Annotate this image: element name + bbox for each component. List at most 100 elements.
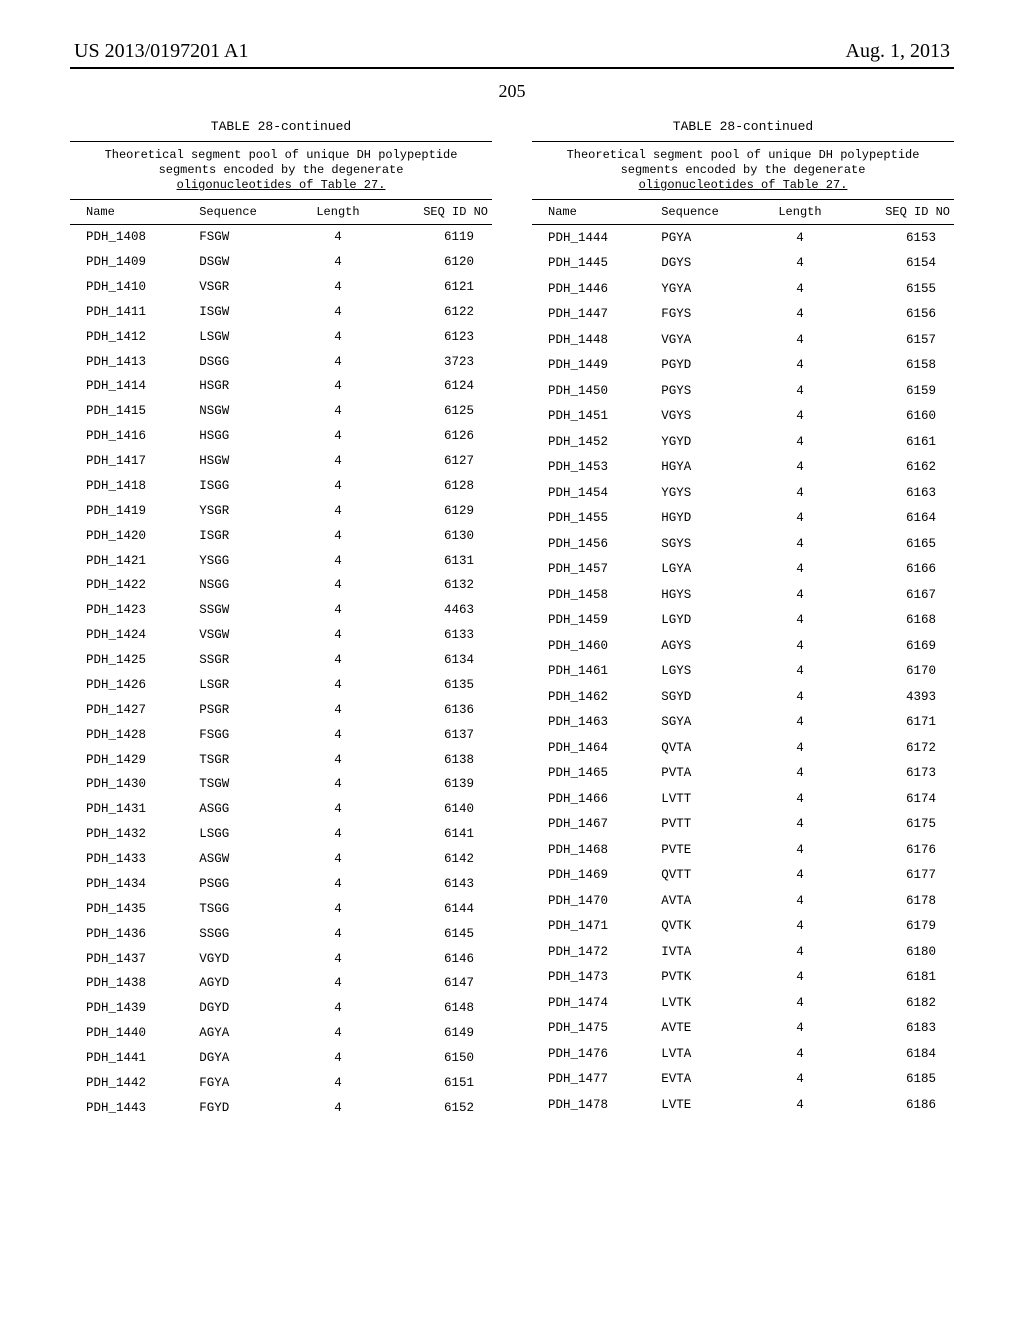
cell-sequence: LVTA xyxy=(657,1041,760,1067)
table-row: PDH_1435TSGG46144 xyxy=(70,897,492,922)
caption-line: Theoretical segment pool of unique DH po… xyxy=(534,148,952,163)
cell-name: PDH_1470 xyxy=(532,888,657,914)
cell-name: PDH_1429 xyxy=(70,747,195,772)
cell-name: PDH_1434 xyxy=(70,872,195,897)
cell-sequence: HSGW xyxy=(195,449,298,474)
cell-seqid: 6173 xyxy=(840,761,954,787)
cell-length: 4 xyxy=(760,1016,840,1042)
cell-seqid: 6164 xyxy=(840,506,954,532)
cell-name: PDH_1461 xyxy=(532,659,657,685)
cell-name: PDH_1426 xyxy=(70,673,195,698)
cell-length: 4 xyxy=(298,548,378,573)
cell-name: PDH_1419 xyxy=(70,499,195,524)
col-seqid: SEQ ID NO xyxy=(840,200,954,225)
cell-name: PDH_1469 xyxy=(532,863,657,889)
table-header-row: Name Sequence Length SEQ ID NO xyxy=(532,200,954,225)
cell-sequence: LGYA xyxy=(657,557,760,583)
cell-seqid: 6171 xyxy=(840,710,954,736)
cell-sequence: YSGR xyxy=(195,499,298,524)
table-row: PDH_1467PVTT46175 xyxy=(532,812,954,838)
cell-length: 4 xyxy=(298,250,378,275)
cell-sequence: VGYA xyxy=(657,327,760,353)
cell-seqid: 6159 xyxy=(840,378,954,404)
table-row: PDH_1438AGYD46147 xyxy=(70,971,492,996)
cell-sequence: SSGW xyxy=(195,598,298,623)
cell-sequence: LSGW xyxy=(195,325,298,350)
table-row: PDH_1437VGYD46146 xyxy=(70,946,492,971)
cell-length: 4 xyxy=(760,1041,840,1067)
cell-length: 4 xyxy=(298,971,378,996)
cell-sequence: PVTA xyxy=(657,761,760,787)
cell-length: 4 xyxy=(298,897,378,922)
cell-name: PDH_1417 xyxy=(70,449,195,474)
cell-sequence: VGYS xyxy=(657,404,760,430)
table-row: PDH_1454YGYS46163 xyxy=(532,480,954,506)
cell-name: PDH_1414 xyxy=(70,374,195,399)
content-columns: TABLE 28-continued Theoretical segment p… xyxy=(70,120,954,1121)
table-row: PDH_1471QVTK46179 xyxy=(532,914,954,940)
cell-length: 4 xyxy=(760,710,840,736)
cell-seqid: 4463 xyxy=(378,598,492,623)
cell-sequence: AGYD xyxy=(195,971,298,996)
table-row: PDH_1442FGYA46151 xyxy=(70,1071,492,1096)
table-row: PDH_1472IVTA46180 xyxy=(532,939,954,965)
cell-seqid: 6183 xyxy=(840,1016,954,1042)
table-row: PDH_1430TSGW46139 xyxy=(70,772,492,797)
cell-seqid: 6134 xyxy=(378,648,492,673)
cell-sequence: IVTA xyxy=(657,939,760,965)
cell-length: 4 xyxy=(760,251,840,277)
cell-seqid: 6119 xyxy=(378,225,492,250)
table-row: PDH_1411ISGW46122 xyxy=(70,300,492,325)
cell-seqid: 6162 xyxy=(840,455,954,481)
cell-seqid: 6131 xyxy=(378,548,492,573)
cell-sequence: LVTK xyxy=(657,990,760,1016)
cell-name: PDH_1443 xyxy=(70,1096,195,1121)
cell-name: PDH_1453 xyxy=(532,455,657,481)
cell-name: PDH_1478 xyxy=(532,1092,657,1118)
table-row: PDH_1410VSGR46121 xyxy=(70,275,492,300)
data-table-right: Name Sequence Length SEQ ID NO PDH_1444P… xyxy=(532,200,954,1118)
cell-name: PDH_1420 xyxy=(70,524,195,549)
col-name: Name xyxy=(70,200,195,225)
cell-name: PDH_1467 xyxy=(532,812,657,838)
cell-sequence: YGYA xyxy=(657,276,760,302)
table-row: PDH_1417HSGW46127 xyxy=(70,449,492,474)
cell-length: 4 xyxy=(298,673,378,698)
cell-sequence: HSGG xyxy=(195,424,298,449)
cell-seqid: 6137 xyxy=(378,723,492,748)
cell-seqid: 6144 xyxy=(378,897,492,922)
cell-sequence: HGYS xyxy=(657,582,760,608)
caption-line: oligonucleotides of Table 27. xyxy=(534,178,952,193)
cell-sequence: YGYD xyxy=(657,429,760,455)
table-row: PDH_1429TSGR46138 xyxy=(70,747,492,772)
cell-sequence: FGYS xyxy=(657,302,760,328)
cell-length: 4 xyxy=(760,276,840,302)
cell-sequence: EVTA xyxy=(657,1067,760,1093)
cell-seqid: 6139 xyxy=(378,772,492,797)
table-row: PDH_1453HGYA46162 xyxy=(532,455,954,481)
cell-name: PDH_1410 xyxy=(70,275,195,300)
cell-name: PDH_1463 xyxy=(532,710,657,736)
table-row: PDH_1447FGYS46156 xyxy=(532,302,954,328)
table-row: PDH_1476LVTA46184 xyxy=(532,1041,954,1067)
cell-name: PDH_1423 xyxy=(70,598,195,623)
cell-name: PDH_1468 xyxy=(532,837,657,863)
cell-sequence: PSGR xyxy=(195,698,298,723)
cell-seqid: 6138 xyxy=(378,747,492,772)
table-row: PDH_1443FGYD46152 xyxy=(70,1096,492,1121)
table-row: PDH_1446YGYA46155 xyxy=(532,276,954,302)
cell-sequence: DSGW xyxy=(195,250,298,275)
cell-seqid: 6149 xyxy=(378,1021,492,1046)
cell-sequence: ASGW xyxy=(195,847,298,872)
cell-sequence: PVTK xyxy=(657,965,760,991)
cell-name: PDH_1442 xyxy=(70,1071,195,1096)
cell-seqid: 6136 xyxy=(378,698,492,723)
cell-name: PDH_1416 xyxy=(70,424,195,449)
cell-length: 4 xyxy=(760,863,840,889)
cell-sequence: SGYS xyxy=(657,531,760,557)
table-row: PDH_1462SGYD44393 xyxy=(532,684,954,710)
cell-seqid: 6179 xyxy=(840,914,954,940)
cell-length: 4 xyxy=(760,659,840,685)
table-row: PDH_1459LGYD46168 xyxy=(532,608,954,634)
cell-length: 4 xyxy=(298,225,378,250)
